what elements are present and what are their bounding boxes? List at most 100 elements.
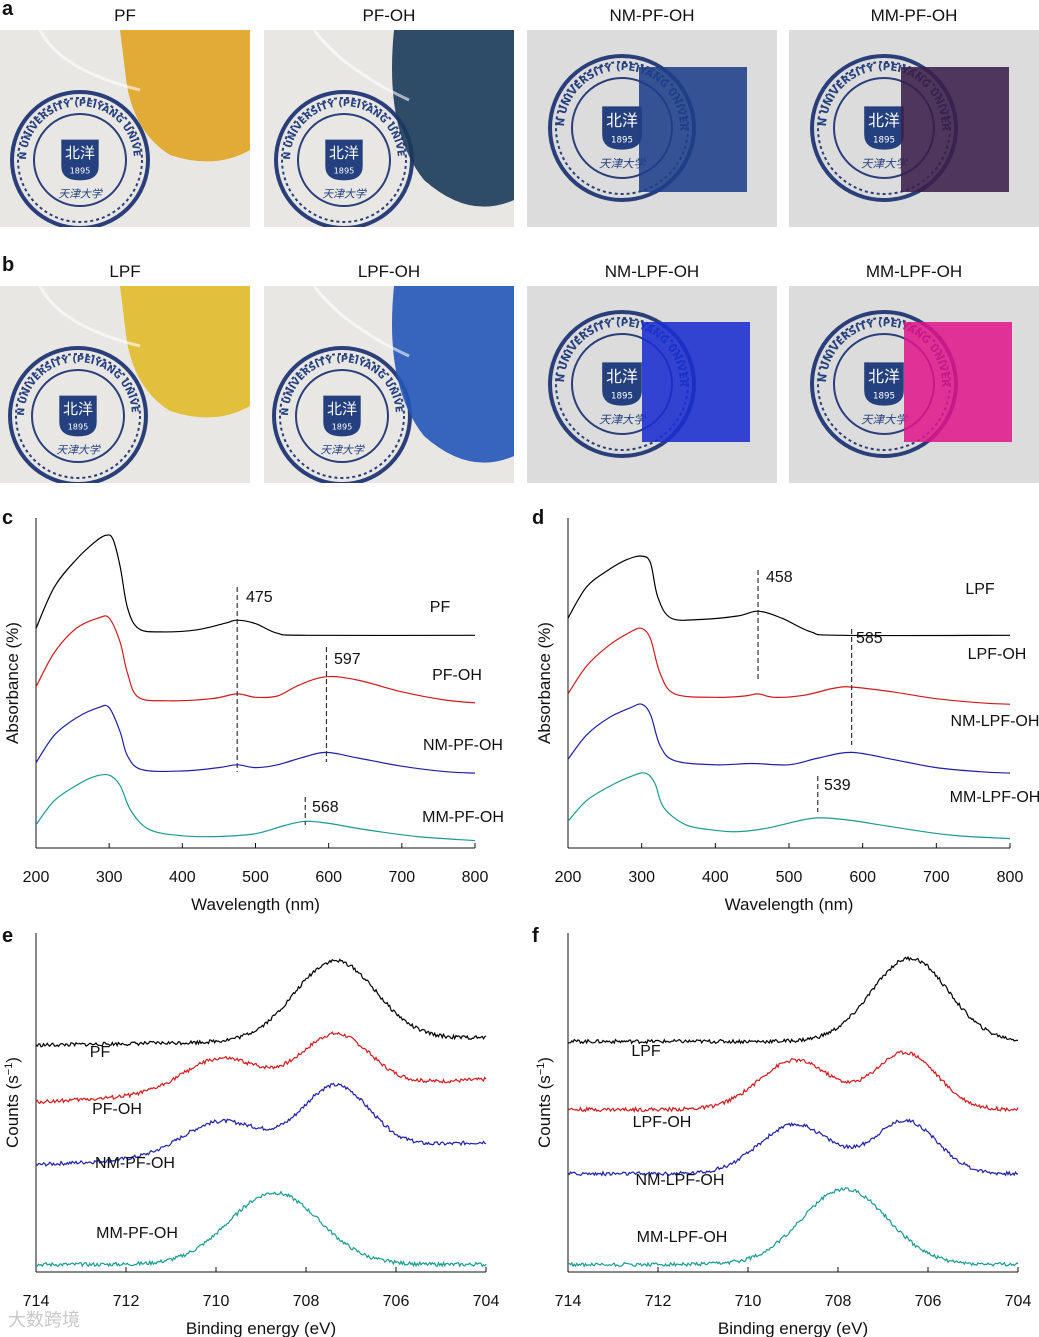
series-line-mm-lpf-oh	[567, 772, 1011, 840]
peak-marker-label: 568	[312, 799, 339, 816]
series-label-mm-lpf-oh: MM-LPF-OH	[637, 1229, 728, 1246]
flask-glass-edge	[312, 30, 410, 102]
x-tick-label: 708	[293, 1293, 320, 1310]
series-label-lpf-oh: LPF-OH	[968, 646, 1027, 663]
photo-title-a4: MM-PF-OH	[870, 6, 958, 25]
chart-c: c 200 300 400 500 600 700 800 Wavelength (nm) Abs…	[2, 507, 504, 914]
seal-year-text: 1895	[68, 422, 89, 432]
seal-year-text: 1895	[332, 422, 353, 432]
panel-letter-c: c	[2, 507, 13, 529]
seal-year-text: 1895	[611, 135, 633, 145]
photo-drawing: 北洋1895TIANJIN UNIVERSITY (PEIYANG UNIVER…	[264, 30, 514, 227]
x-tick-label: 714	[23, 1293, 50, 1310]
flask-solution	[392, 286, 514, 463]
x-tick-label: 704	[1005, 1293, 1032, 1310]
series-line-lpf	[567, 555, 1011, 637]
seal-shield	[602, 106, 642, 150]
photo-a2: 北洋1895TIANJIN UNIVERSITY (PEIYANG UNIVER…	[264, 30, 514, 227]
photo-title-a1: PF	[114, 6, 136, 25]
chart-e: e 714 712 710 708 706 704 Binding energy (eV) Co…	[2, 925, 499, 1337]
panel-letter-b: b	[2, 254, 15, 276]
peak-marker-label: 597	[334, 651, 361, 668]
series-label-lpf: LPF	[631, 1043, 661, 1060]
x-axis-label: Wavelength (nm)	[725, 895, 854, 914]
seal-year-text: 1895	[611, 391, 633, 401]
seal-year-text: 1895	[70, 166, 91, 176]
series-label-nm-lpf-oh: NM-LPF-OH	[636, 1172, 725, 1189]
x-tick-label: 400	[169, 869, 196, 886]
photo-drawing: 北洋1895TIANJIN UNIVERSITY (PEIYANG UNIVER…	[789, 30, 1039, 227]
seal-bottom-text: 天津大学	[58, 187, 103, 200]
series-label-mm-pf-oh: MM-PF-OH	[422, 809, 504, 826]
y-axis-label-main: Counts (s	[535, 1075, 554, 1148]
photo-b1: 北洋1895TIANJIN UNIVERSITY (PEIYANG UNIVER…	[0, 286, 250, 483]
x-tick-label: 500	[776, 869, 803, 886]
seal-center-text: 北洋	[65, 144, 95, 162]
x-tick-label: 710	[203, 1293, 230, 1310]
seal-center-text: 北洋	[329, 144, 359, 162]
flask-solution	[120, 286, 250, 418]
photo-title-b4: MM-LPF-OH	[865, 262, 963, 281]
x-tick-label: 500	[242, 869, 269, 886]
photo-title-a2: PF-OH	[362, 6, 416, 25]
seal-pattern-ring	[279, 353, 405, 479]
seal-bottom-text: 天津大学	[599, 413, 647, 427]
flask-glass-edge	[312, 286, 410, 358]
seal-outer-ring	[8, 346, 148, 483]
peak-marker-label: 585	[856, 630, 883, 647]
x-tick-label: 710	[735, 1293, 762, 1310]
seal-center-text: 北洋	[327, 400, 357, 418]
seal-outer-ring	[272, 346, 412, 483]
film-sample	[901, 67, 1009, 192]
photo-b2: 北洋1895TIANJIN UNIVERSITY (PEIYANG UNIVER…	[264, 286, 514, 483]
photo-title-a3: NM-PF-OH	[609, 6, 695, 25]
x-tick-label: 706	[383, 1293, 410, 1310]
x-tick-label: 300	[628, 869, 655, 886]
x-tick-label: 800	[462, 869, 489, 886]
peak-marker-label: 458	[766, 569, 793, 586]
panel-letter-a: a	[2, 0, 14, 20]
x-tick-label: 714	[555, 1293, 582, 1310]
series-line-nm-pf-oh	[35, 1082, 487, 1167]
y-axis-label-end: )	[3, 1057, 22, 1063]
seal-shield	[323, 395, 361, 437]
series-line-pf	[35, 534, 476, 637]
x-tick-label: 706	[915, 1293, 942, 1310]
x-tick-label: 200	[23, 869, 50, 886]
peak-marker-label: 539	[824, 777, 851, 794]
seal-inner-ring	[31, 369, 125, 463]
flask-glass-edge	[38, 30, 141, 92]
chart-d: d 200 300 400 500 600 700 800 Wavelength (nm) Abs…	[532, 507, 1039, 914]
peak-marker-label: 475	[246, 589, 273, 606]
x-tick-label: 700	[388, 869, 415, 886]
panel-letter-d: d	[532, 507, 544, 529]
photo-drawing: 北洋1895TIANJIN UNIVERSITY (PEIYANG UNIVER…	[527, 286, 777, 483]
seal-pattern-ring	[281, 97, 407, 223]
y-axis-label-main: Counts (s	[3, 1075, 22, 1148]
seal-shield	[325, 139, 363, 181]
x-tick-label: 712	[645, 1293, 672, 1310]
x-tick-label: 200	[555, 869, 582, 886]
panel-letter-f: f	[532, 925, 539, 947]
series-label-nm-pf-oh: NM-PF-OH	[423, 737, 503, 754]
x-tick-label: 700	[923, 869, 950, 886]
seal-center-text: 北洋	[606, 367, 638, 386]
series-label-nm-lpf-oh: NM-LPF-OH	[951, 713, 1039, 730]
series-line-pf-oh	[35, 615, 476, 704]
series-label-pf: PF	[430, 599, 451, 616]
series-line-pf-oh	[35, 1031, 487, 1105]
photo-drawing: 北洋1895TIANJIN UNIVERSITY (PEIYANG UNIVER…	[0, 286, 250, 483]
photo-drawing: 北洋1895TIANJIN UNIVERSITY (PEIYANG UNIVER…	[789, 286, 1039, 483]
photo-b3: 北洋1895TIANJIN UNIVERSITY (PEIYANG UNIVER…	[527, 286, 777, 483]
series-label-lpf: LPF	[965, 581, 995, 598]
series-line-mm-pf-oh	[35, 1190, 487, 1268]
film-sample	[904, 322, 1012, 442]
y-axis-label-superscript: −1	[535, 1063, 547, 1076]
series-line-pf	[35, 958, 487, 1048]
series-line-mm-lpf-oh	[567, 1187, 1019, 1268]
film-sample	[642, 322, 750, 442]
series-line-nm-pf-oh	[35, 704, 476, 774]
x-axis-label: Binding energy (eV)	[718, 1319, 868, 1337]
series-line-nm-lpf-oh	[567, 703, 1011, 774]
